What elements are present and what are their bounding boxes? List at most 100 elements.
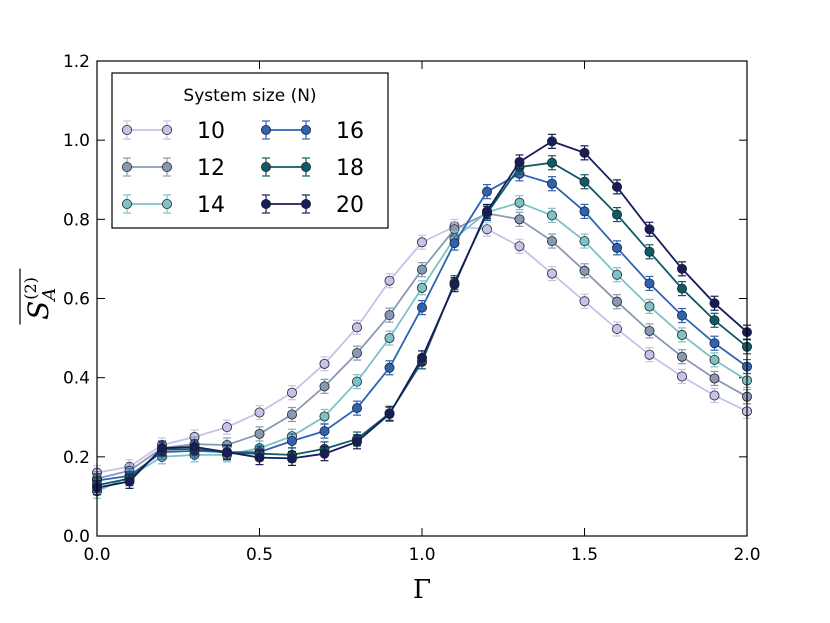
data-point	[416, 352, 427, 363]
data-point	[286, 453, 297, 464]
data-point	[254, 407, 265, 418]
data-point	[351, 436, 362, 447]
data-point	[254, 452, 265, 463]
data-point	[579, 236, 590, 247]
plot-frame	[96, 60, 748, 537]
data-point	[579, 176, 590, 187]
data-point	[384, 310, 395, 321]
legend-marker	[300, 161, 311, 172]
legend-entry-14: 14	[122, 193, 225, 218]
legend-marker	[300, 125, 311, 136]
legend-entry-16: 16	[260, 119, 364, 144]
data-point	[579, 147, 590, 158]
data-point	[416, 237, 427, 248]
data-point	[319, 358, 330, 369]
data-point	[286, 409, 297, 420]
data-point	[709, 298, 720, 309]
y-tick-label: 1.0	[63, 131, 90, 151]
data-point	[709, 373, 720, 384]
tick-labels: 0.0 0.5 1.0 1.5 2.0 0.0 0.2 0.4 0.6 0.8 1.0 1.2	[63, 52, 761, 565]
legend-marker	[161, 125, 172, 136]
data-point	[156, 443, 167, 454]
x-tick-label: 1.5	[571, 545, 598, 565]
y-tick-label: 0.6	[63, 290, 90, 310]
legend-marker	[122, 125, 133, 136]
data-point	[644, 301, 655, 312]
data-point	[644, 349, 655, 360]
legend-title: System size (N)	[183, 86, 316, 106]
data-point	[612, 323, 623, 334]
data-point	[547, 157, 558, 168]
data-point	[416, 302, 427, 313]
data-point	[677, 310, 688, 321]
legend-marker	[260, 125, 271, 136]
legend-marker	[300, 198, 311, 209]
data-point	[416, 282, 427, 293]
data-point	[579, 296, 590, 307]
x-tick-label: 0.0	[83, 545, 110, 565]
data-point	[384, 362, 395, 373]
data-point	[384, 333, 395, 344]
data-point	[286, 435, 297, 446]
legend-entry-18: 18	[260, 156, 364, 181]
x-axis-label: Γ	[413, 575, 431, 605]
y-axis-label-text: SA(2)	[21, 277, 60, 320]
legend-label: 16	[336, 119, 364, 144]
data-point	[481, 186, 492, 197]
data-point	[612, 296, 623, 307]
legend-label: 12	[197, 156, 225, 181]
legend-marker	[122, 198, 133, 209]
legend-label: 14	[197, 193, 225, 218]
data-point	[384, 409, 395, 420]
legend-marker	[161, 161, 172, 172]
legend-label: 10	[197, 119, 225, 144]
legend-label: 18	[336, 156, 364, 181]
data-point	[416, 264, 427, 275]
data-point	[612, 242, 623, 253]
legend-entry-12: 12	[122, 156, 225, 181]
data-point	[319, 448, 330, 459]
data-point	[124, 476, 135, 487]
data-point	[221, 447, 232, 458]
data-point	[547, 136, 558, 147]
data-point	[579, 265, 590, 276]
legend-box	[111, 72, 389, 229]
data-point	[709, 338, 720, 349]
data-point	[254, 428, 265, 439]
data-point	[677, 329, 688, 340]
y-tick-label: 0.4	[63, 369, 90, 389]
y-tick-label: 0.8	[63, 210, 90, 230]
data-point	[709, 390, 720, 401]
x-tick-label: 0.5	[246, 545, 273, 565]
data-point	[514, 241, 525, 252]
y-axis-label: SA(2)	[19, 268, 60, 325]
data-point	[709, 315, 720, 326]
data-point	[481, 224, 492, 235]
data-point	[612, 269, 623, 280]
data-point	[514, 197, 525, 208]
legend-entry-10: 10	[122, 119, 225, 144]
data-point	[547, 268, 558, 279]
data-point	[189, 441, 200, 452]
data-point	[644, 246, 655, 257]
data-point	[514, 156, 525, 167]
legend: System size (N) 10 12 14 16 18 20	[111, 72, 389, 229]
data-point	[221, 422, 232, 433]
data-point	[677, 263, 688, 274]
data-point	[449, 279, 460, 290]
data-point	[644, 278, 655, 289]
y-tick-label: 0.2	[63, 448, 90, 468]
legend-marker	[260, 161, 271, 172]
data-point	[612, 181, 623, 192]
data-point	[579, 206, 590, 217]
data-point	[644, 325, 655, 336]
data-point	[547, 210, 558, 221]
x-tick-label: 1.0	[408, 545, 435, 565]
data-point	[384, 275, 395, 286]
data-point	[612, 209, 623, 220]
legend-marker	[122, 161, 133, 172]
data-point	[351, 376, 362, 387]
x-tick-label: 2.0	[733, 545, 760, 565]
data-point	[644, 224, 655, 235]
